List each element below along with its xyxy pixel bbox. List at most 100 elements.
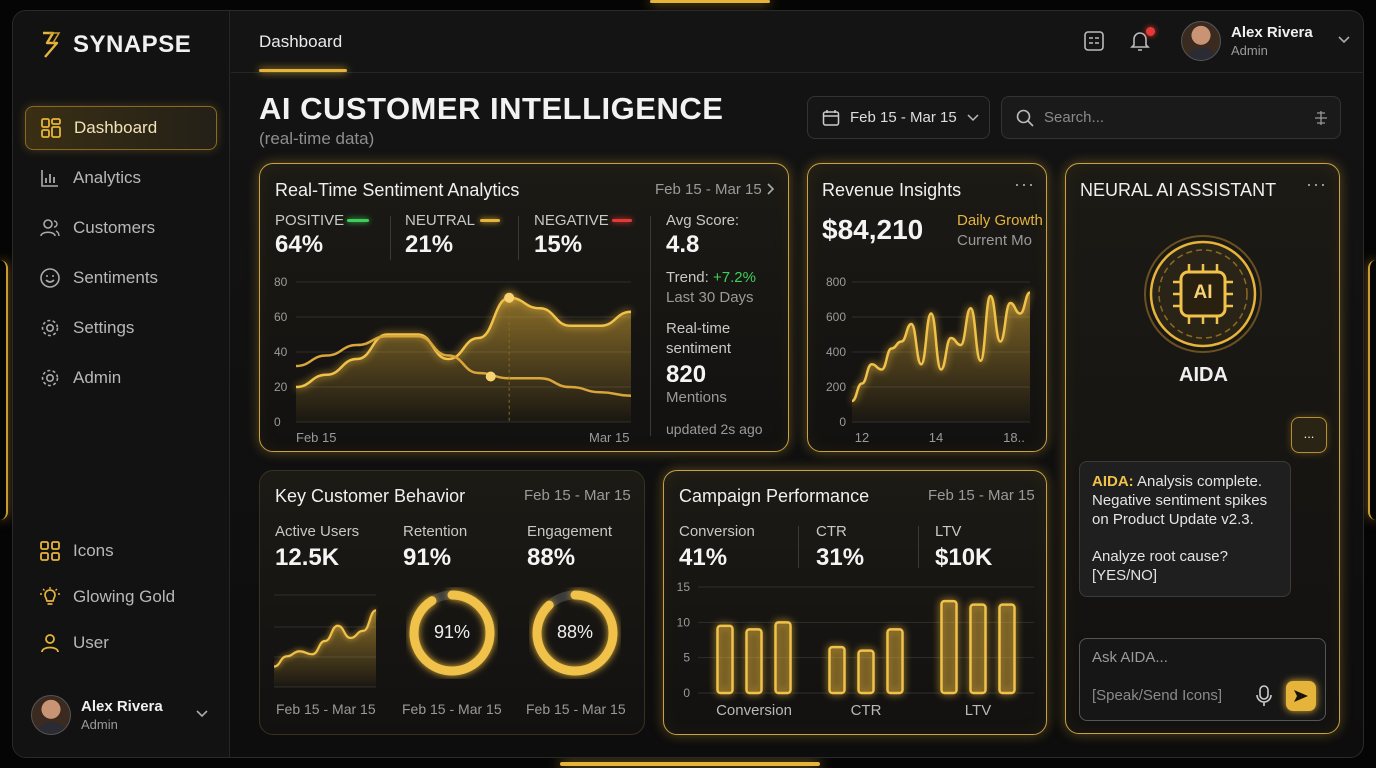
- neutral-legend-bar: [480, 219, 500, 222]
- positive-label: POSITIVE: [275, 212, 345, 229]
- series-2-point: [485, 371, 496, 382]
- more-options-icon[interactable]: ···: [1306, 174, 1327, 194]
- y-tick-label: 10: [677, 615, 691, 629]
- series-1-point: [504, 292, 515, 303]
- trend-label: Trend: +7.2%: [666, 269, 756, 286]
- x-category-label: CTR: [851, 702, 882, 719]
- x-tick-label: 18..: [1003, 430, 1025, 444]
- y-tick-label: 200: [826, 380, 846, 394]
- y-tick-label: 40: [274, 345, 288, 359]
- campaign-performance-card: Campaign Performance Feb 15 - Mar 15 Con…: [663, 470, 1047, 735]
- ctr-value: 31%: [816, 544, 865, 571]
- bar: [998, 603, 1016, 695]
- sidebar-item-customers[interactable]: Customers: [25, 206, 217, 250]
- header-user-profile[interactable]: Alex Rivera Admin: [1181, 21, 1313, 61]
- message-options[interactable]: [YES/NO]: [1092, 567, 1158, 584]
- left-glow-accent: [0, 260, 8, 520]
- message-question: Analyze root cause?: [1092, 548, 1228, 565]
- negative-value: 15%: [534, 231, 583, 258]
- retention-label: Retention: [403, 523, 468, 540]
- mentions-value: 820: [666, 361, 707, 388]
- chevron-right-icon[interactable]: [766, 182, 776, 196]
- page-title: AI CUSTOMER INTELLIGENCE: [259, 91, 724, 126]
- bar: [940, 599, 958, 695]
- ltv-value: $10K: [935, 544, 993, 571]
- user-role: Admin: [81, 717, 118, 732]
- calendar-icon: [822, 109, 840, 126]
- sidebar-item-dashboard[interactable]: Dashboard: [25, 106, 217, 150]
- bar-chart-icon: [41, 170, 58, 187]
- sidebar-item-settings[interactable]: Settings: [25, 306, 217, 350]
- card-title: Key Customer Behavior: [275, 486, 466, 506]
- brand-logo[interactable]: SYNAPSE: [37, 29, 191, 61]
- sidebar-item-admin[interactable]: Admin: [25, 356, 217, 400]
- date-range-picker[interactable]: Feb 15 - Mar 15: [807, 96, 990, 139]
- active-users-value: 12.5K: [275, 544, 340, 571]
- bar: [745, 628, 763, 695]
- users-icon: [40, 219, 60, 237]
- revenue-value: $84,210: [822, 214, 924, 245]
- sentiment-card: Real-Time Sentiment Analytics Feb 15 - M…: [259, 163, 789, 452]
- sidebar-item-analytics[interactable]: Analytics: [25, 156, 217, 200]
- typing-indicator: ...: [1291, 417, 1327, 453]
- ai-chip-icon: [1144, 235, 1262, 353]
- customer-behavior-card: Key Customer Behavior Feb 15 - Mar 15 Ac…: [259, 470, 645, 735]
- series-1-line: [295, 296, 632, 389]
- sidebar-item-label: Settings: [73, 318, 135, 337]
- chevron-down-icon[interactable]: [1337, 35, 1351, 45]
- daily-growth-label: Daily Growth: [957, 212, 1043, 229]
- y-tick-label: 5: [683, 651, 690, 665]
- bar: [716, 624, 734, 695]
- x-tick-label: Feb 15: [296, 430, 336, 445]
- grid-icon: [40, 541, 60, 561]
- search-input[interactable]: [1044, 109, 1294, 126]
- bulb-icon: [40, 587, 60, 605]
- microphone-icon[interactable]: [1256, 685, 1272, 707]
- filter-icon[interactable]: [1314, 110, 1328, 126]
- divider: [518, 216, 519, 260]
- assistant-name: AIDA: [1179, 364, 1228, 386]
- sidebar-item-icons[interactable]: Icons: [25, 531, 217, 571]
- y-tick-label: 60: [274, 310, 288, 324]
- realtime-label-1: Real-time: [666, 320, 731, 337]
- neutral-value: 21%: [405, 231, 454, 258]
- bar: [969, 603, 987, 695]
- input-hint: [Speak/Send Icons]: [1092, 687, 1223, 704]
- x-tick-label: Mar 15: [589, 430, 629, 445]
- bar: [886, 628, 904, 695]
- neutral-label: NEUTRAL: [405, 212, 476, 229]
- card-title: Campaign Performance: [679, 486, 870, 506]
- chevron-down-icon[interactable]: [195, 709, 209, 719]
- smile-icon: [40, 268, 60, 288]
- send-button[interactable]: [1286, 681, 1316, 711]
- engagement-date: Feb 15 - Mar 15: [526, 701, 626, 717]
- current-month-label: Current Mo: [957, 232, 1033, 249]
- retention-ring-label: 91%: [433, 622, 471, 642]
- send-icon: [1294, 690, 1308, 702]
- card-title: Real-Time Sentiment Analytics: [275, 180, 520, 200]
- sidebar-item-user[interactable]: User: [25, 623, 217, 663]
- sidebar-user-profile[interactable]: Alex Rivera Admin: [31, 695, 163, 735]
- more-options-icon[interactable]: ···: [1014, 174, 1035, 194]
- bell-icon[interactable]: [1129, 29, 1151, 53]
- sidebar-item-glowing-gold[interactable]: Glowing Gold: [25, 577, 217, 617]
- tab-dashboard[interactable]: Dashboard: [259, 32, 343, 51]
- sidebar-extras: Icons Glowing Gold User: [25, 531, 217, 669]
- bar: [857, 649, 875, 695]
- bottom-glow-accent: [560, 762, 820, 766]
- notification-badge: [1146, 27, 1155, 36]
- positive-value: 64%: [275, 231, 324, 258]
- sidebar-item-sentiments[interactable]: Sentiments: [25, 256, 217, 300]
- sidebar: SYNAPSE Dashboard Analytics Customers Se…: [13, 11, 230, 757]
- chat-input[interactable]: [1092, 649, 1312, 666]
- divider: [798, 526, 799, 568]
- calculator-icon[interactable]: [1083, 30, 1105, 52]
- retention-ring: [409, 590, 495, 676]
- revenue-area: [852, 292, 1030, 422]
- engagement-ring-label: 88%: [556, 622, 594, 642]
- series-1-area: [296, 297, 631, 422]
- divider: [650, 216, 651, 436]
- engagement-value: 88%: [527, 544, 576, 571]
- revenue-card: Revenue Insights ··· $84,210 Daily Growt…: [807, 163, 1047, 452]
- sidebar-item-label: Icons: [73, 541, 114, 560]
